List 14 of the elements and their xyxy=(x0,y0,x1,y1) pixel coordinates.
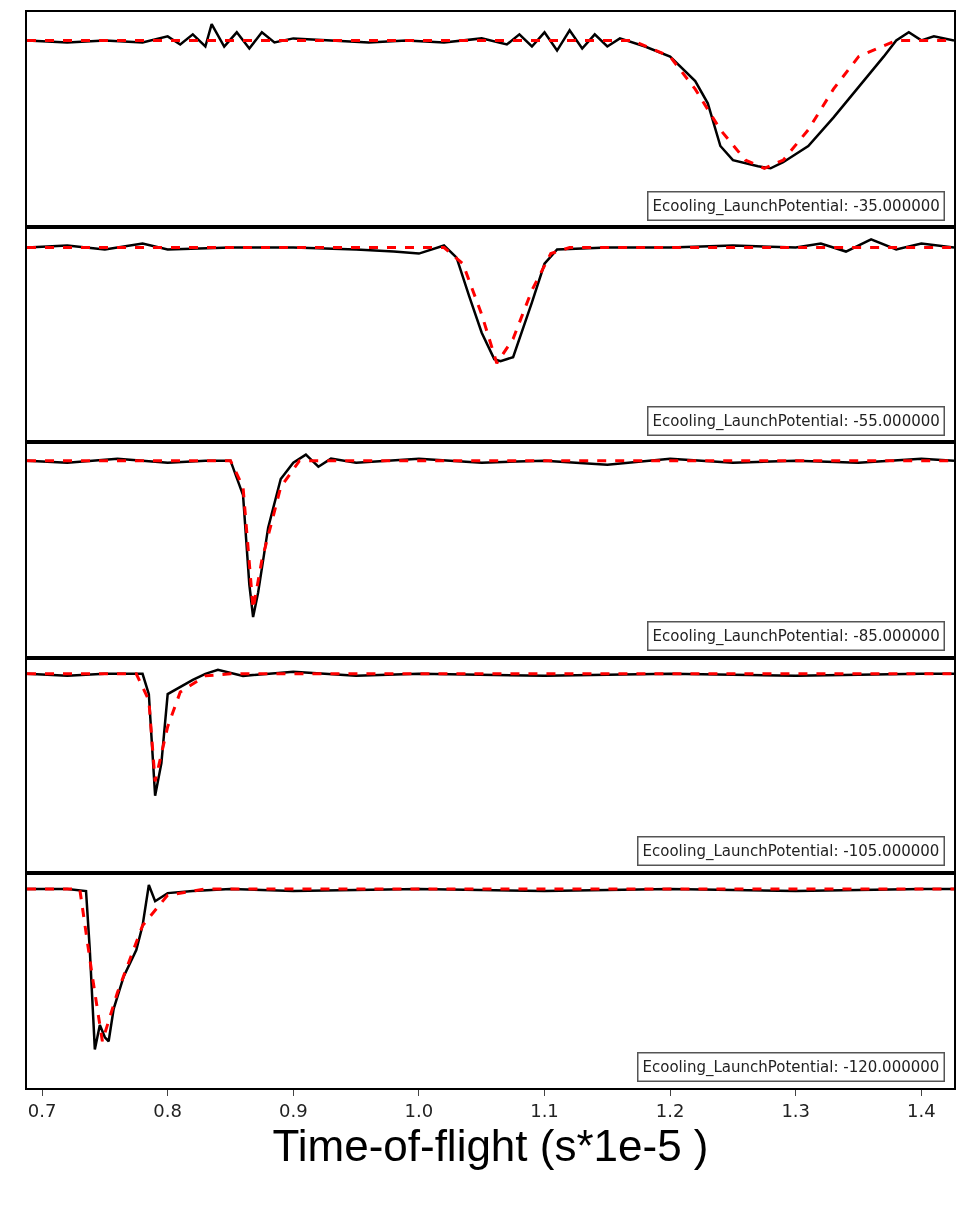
x-tick-label: 1.4 xyxy=(907,1100,936,1122)
x-tick-label: 0.8 xyxy=(153,1100,182,1122)
annotation: Ecooling_LaunchPotential: -105.000000 xyxy=(642,841,940,861)
annotation: Ecooling_LaunchPotential: -35.000000 xyxy=(652,196,940,216)
x-tick-label: 1.2 xyxy=(655,1100,685,1122)
x-tick-label: 1.0 xyxy=(404,1100,434,1122)
x-tick-label: 1.1 xyxy=(530,1100,559,1122)
annotation: Ecooling_LaunchPotential: -85.000000 xyxy=(652,626,940,646)
x-tick-label: 1.3 xyxy=(781,1100,811,1122)
annotation: Ecooling_LaunchPotential: -120.000000 xyxy=(642,1057,940,1077)
x-tick-label: 0.7 xyxy=(27,1100,57,1122)
x-tick-label: 0.9 xyxy=(278,1100,308,1122)
annotation: Ecooling_LaunchPotential: -55.000000 xyxy=(652,411,940,431)
x-axis-title: Time-of-flight (s*1e-5 ) xyxy=(272,1121,709,1171)
